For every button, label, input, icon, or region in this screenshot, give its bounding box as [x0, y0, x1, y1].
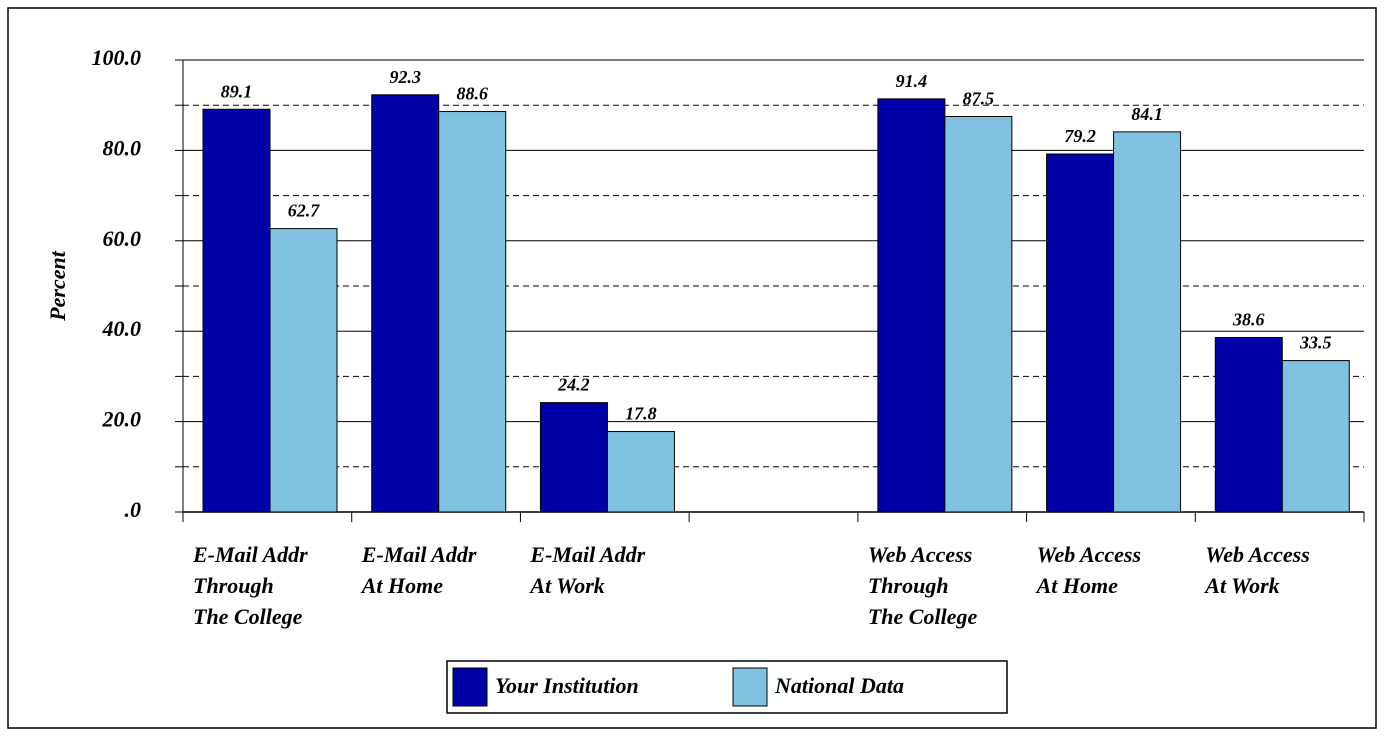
x-tick-label: Web Access — [868, 542, 972, 567]
value-label: 92.3 — [389, 67, 421, 87]
legend-swatch — [452, 667, 488, 707]
value-label: 33.5 — [1299, 333, 1332, 353]
x-tick-label: Web Access — [1037, 542, 1141, 567]
y-tick-label: 20.0 — [102, 407, 142, 432]
y-axis-label: Percent — [45, 250, 70, 322]
value-label: 89.1 — [221, 81, 253, 101]
x-tick-label: The College — [193, 604, 303, 629]
bar — [371, 94, 440, 513]
x-tick-label: At Home — [360, 573, 444, 598]
legend-label: Your Institution — [495, 673, 639, 698]
value-label: 17.8 — [625, 404, 657, 424]
bar — [438, 111, 507, 513]
x-tick-label: The College — [868, 604, 978, 629]
bar — [1113, 131, 1182, 513]
bar — [1214, 337, 1283, 513]
bar — [202, 108, 271, 513]
x-tick-label: At Work — [528, 573, 604, 598]
bar — [1046, 153, 1115, 513]
value-label: 38.6 — [1232, 310, 1265, 330]
x-tick-label: Through — [193, 573, 274, 598]
bar — [1281, 360, 1350, 513]
y-tick-label: 100.0 — [92, 45, 142, 70]
x-tick-label: Through — [868, 573, 949, 598]
x-tick-label: E-Mail Addr — [529, 542, 645, 567]
y-tick-label: 80.0 — [103, 135, 142, 160]
bar — [606, 431, 675, 513]
bar — [269, 228, 338, 513]
value-label: 24.2 — [557, 375, 590, 395]
legend-box — [446, 660, 1008, 714]
value-label: 84.1 — [1131, 104, 1163, 124]
x-tick-label: E-Mail Addr — [361, 542, 477, 567]
legend-label: National Data — [774, 673, 904, 698]
value-label: 91.4 — [896, 71, 928, 91]
bar — [944, 116, 1013, 513]
x-tick-label: E-Mail Addr — [192, 542, 308, 567]
y-tick-label: .0 — [125, 497, 142, 522]
y-tick-label: 60.0 — [103, 226, 142, 251]
value-label: 87.5 — [963, 89, 995, 109]
bar — [877, 98, 946, 513]
legend-swatch — [732, 667, 768, 707]
value-label: 79.2 — [1064, 126, 1096, 146]
y-tick-label: 40.0 — [102, 316, 142, 341]
x-tick-label: Web Access — [1205, 542, 1309, 567]
value-label: 88.6 — [456, 84, 488, 104]
x-tick-label: At Work — [1203, 573, 1279, 598]
bar — [539, 402, 608, 513]
x-tick-label: At Home — [1035, 573, 1119, 598]
value-label: 62.7 — [288, 201, 321, 221]
